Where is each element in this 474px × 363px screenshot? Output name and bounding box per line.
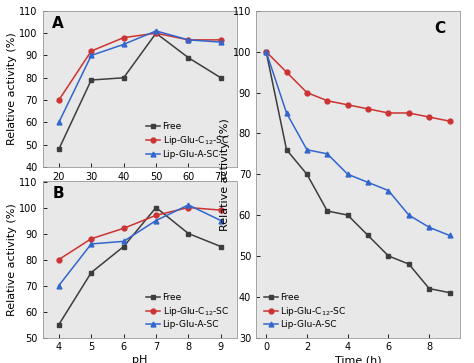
Free [447, 290, 452, 295]
Y-axis label: Relative activity (%): Relative activity (%) [7, 33, 17, 145]
Lip-Glu-C$_{12}$-SC [365, 107, 371, 111]
Lip-Glu-C$_{12}$-SC [153, 213, 159, 217]
Lip-Glu-C$_{12}$-SC [324, 98, 330, 103]
Lip-Glu-C$_{12}$-SC [304, 90, 310, 95]
Lip-Glu-C$_{12}$-SC [121, 226, 127, 231]
Lip-Glu-A-SC [426, 225, 432, 229]
Lip-Glu-C$_{12}$-SC [88, 237, 94, 241]
Free [56, 147, 62, 151]
Free [406, 262, 411, 266]
Free [385, 254, 391, 258]
Lip-Glu-A-SC [88, 53, 94, 58]
Lip-Glu-A-SC [283, 111, 289, 115]
Free [365, 233, 371, 238]
Free [304, 172, 310, 176]
Lip-Glu-A-SC [121, 239, 127, 244]
Line: Lip-Glu-A-SC: Lip-Glu-A-SC [56, 203, 223, 288]
Lip-Glu-A-SC [88, 242, 94, 246]
Lip-Glu-C$_{12}$-SC [345, 103, 350, 107]
Free [264, 49, 269, 54]
Lip-Glu-C$_{12}$-SC [186, 205, 191, 210]
Lip-Glu-A-SC [264, 49, 269, 54]
Free [121, 76, 127, 80]
Lip-Glu-A-SC [385, 188, 391, 193]
Lip-Glu-C$_{12}$-SC [56, 257, 62, 262]
Free [324, 209, 330, 213]
Line: Lip-Glu-A-SC: Lip-Glu-A-SC [56, 29, 223, 125]
Free [88, 78, 94, 82]
Lip-Glu-A-SC [304, 147, 310, 152]
Lip-Glu-A-SC [365, 180, 371, 184]
Lip-Glu-A-SC [218, 218, 224, 223]
Lip-Glu-C$_{12}$-SC [447, 119, 452, 123]
Lip-Glu-A-SC [153, 29, 159, 33]
Lip-Glu-C$_{12}$-SC [121, 36, 127, 40]
Legend: Free, Lip-Glu-C$_{12}$-SC, Lip-Glu-A-SC: Free, Lip-Glu-C$_{12}$-SC, Lip-Glu-A-SC [261, 289, 350, 333]
Free [88, 270, 94, 275]
Free [283, 147, 289, 152]
Lip-Glu-C$_{12}$-SC [385, 111, 391, 115]
Lip-Glu-A-SC [186, 203, 191, 207]
Lip-Glu-A-SC [56, 284, 62, 288]
Lip-Glu-A-SC [324, 152, 330, 156]
Free [121, 244, 127, 249]
X-axis label: Time (h): Time (h) [335, 355, 381, 363]
Lip-Glu-A-SC [218, 40, 224, 44]
Text: B: B [53, 186, 64, 201]
Lip-Glu-C$_{12}$-SC [406, 111, 411, 115]
Lip-Glu-C$_{12}$-SC [56, 98, 62, 102]
X-axis label: pH: pH [132, 355, 147, 363]
Line: Lip-Glu-C$_{12}$-SC: Lip-Glu-C$_{12}$-SC [264, 49, 452, 123]
Lip-Glu-C$_{12}$-SC [264, 49, 269, 54]
Lip-Glu-A-SC [447, 233, 452, 238]
Line: Free: Free [56, 31, 223, 152]
Free [186, 231, 191, 236]
Legend: Free, Lip-Glu-C$_{12}$-SC, Lip-Glu-A-SC: Free, Lip-Glu-C$_{12}$-SC, Lip-Glu-A-SC [143, 289, 232, 333]
Free [153, 31, 159, 35]
Lip-Glu-C$_{12}$-SC [283, 70, 289, 74]
Legend: Free, Lip-Glu-C$_{12}$-SC, Lip-Glu-A-SC: Free, Lip-Glu-C$_{12}$-SC, Lip-Glu-A-SC [143, 119, 232, 163]
Lip-Glu-A-SC [56, 120, 62, 125]
Lip-Glu-A-SC [406, 213, 411, 217]
Line: Free: Free [56, 205, 223, 327]
Lip-Glu-A-SC [345, 172, 350, 176]
Free [218, 76, 224, 80]
Y-axis label: Relative activity (%): Relative activity (%) [7, 203, 17, 316]
Lip-Glu-C$_{12}$-SC [88, 49, 94, 53]
Free [56, 322, 62, 327]
Lip-Glu-C$_{12}$-SC [426, 115, 432, 119]
Free [345, 213, 350, 217]
Lip-Glu-A-SC [185, 38, 191, 42]
Lip-Glu-C$_{12}$-SC [153, 31, 159, 35]
Line: Lip-Glu-A-SC: Lip-Glu-A-SC [264, 49, 452, 238]
Lip-Glu-C$_{12}$-SC [218, 38, 224, 42]
Free [185, 56, 191, 60]
Text: C: C [434, 21, 445, 36]
Lip-Glu-C$_{12}$-SC [218, 208, 224, 212]
Text: A: A [52, 16, 64, 30]
Free [426, 286, 432, 291]
Lip-Glu-A-SC [153, 218, 159, 223]
Lip-Glu-A-SC [121, 42, 127, 46]
Line: Lip-Glu-C$_{12}$-SC: Lip-Glu-C$_{12}$-SC [56, 205, 223, 262]
Line: Lip-Glu-C$_{12}$-SC: Lip-Glu-C$_{12}$-SC [56, 31, 223, 102]
Line: Free: Free [264, 49, 452, 295]
Free [153, 205, 159, 210]
X-axis label: Temperature (°C): Temperature (°C) [91, 185, 188, 195]
Lip-Glu-C$_{12}$-SC [185, 38, 191, 42]
Y-axis label: Relative activity (%): Relative activity (%) [220, 118, 230, 231]
Free [218, 244, 224, 249]
